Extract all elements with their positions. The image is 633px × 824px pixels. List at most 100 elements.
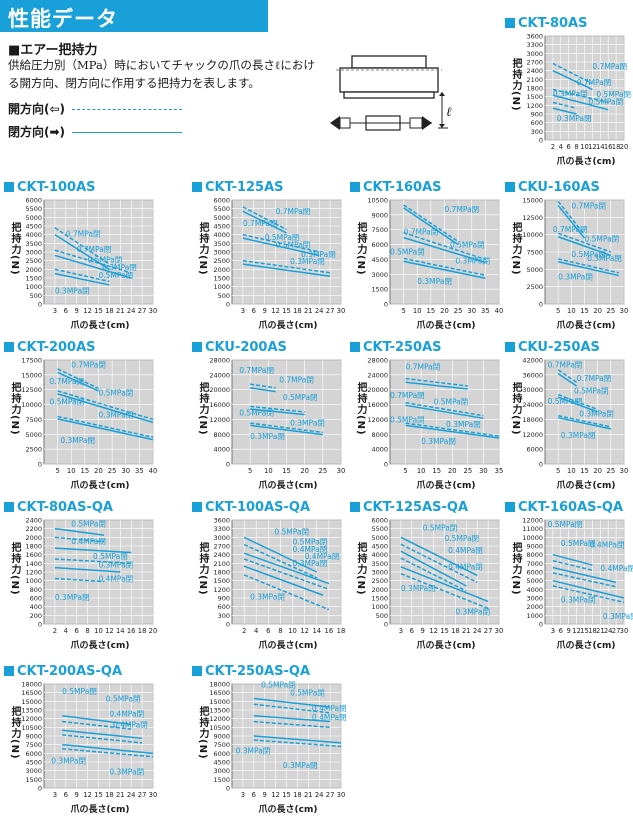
series-label: 0.3MPa閉 xyxy=(446,420,481,429)
x-tick-label: 15 xyxy=(580,467,589,475)
y-tick-label: 3000 xyxy=(526,595,543,603)
y-tick-label: 2100 xyxy=(526,76,543,84)
series-line-05mpa-dashed xyxy=(253,703,331,714)
series-line-03mpa-solid xyxy=(54,272,110,286)
x-axis-label: 爪の長さ(cm) xyxy=(556,641,616,651)
x-tick-label: 3 xyxy=(241,307,245,315)
y-tick-label: 0 xyxy=(38,301,42,309)
series-label: 0.7MPa閉 xyxy=(406,362,441,371)
series-line-07mpa-solid xyxy=(403,207,459,246)
chart-ckt-125as: CKT-125AS 把持力(N) 爪の長さ(cm) 0 500 1000 1500 2000 2… xyxy=(192,180,347,340)
x-axis-label: 爪の長さ(cm) xyxy=(416,321,476,331)
series-label: 0.3MPa閉 xyxy=(603,612,633,621)
x-tick-label: 15 xyxy=(427,307,436,315)
x-tick-label: 8 xyxy=(85,627,89,635)
x-tick-label: 27 xyxy=(326,791,335,799)
legend-close-solid-line xyxy=(72,132,182,133)
chart-ckt-200as-qa: CKT-200AS-QA 把持力(N) 爪の長さ(cm) 0 1500 3000 4500 6… xyxy=(4,664,159,824)
chart-title: CKU-250AS xyxy=(505,340,600,356)
series-label: 0.5MPa閉 xyxy=(71,520,106,529)
arrow-right-body xyxy=(409,117,423,129)
series-line-05mpa-solid xyxy=(552,553,593,566)
x-tick-label: 6 xyxy=(64,307,68,315)
series-label: 0.4MPa閉 xyxy=(305,552,340,561)
y-tick-label: 24000 xyxy=(209,371,230,379)
y-tick-label: 1500 xyxy=(371,595,388,603)
y-tick-label: 4500 xyxy=(213,759,230,767)
y-tick-label: 1800 xyxy=(213,569,230,577)
x-tick-label: 10 xyxy=(567,307,576,315)
chart-ckt-80as: CKT-80AS 把持力(N) 爪の長さ(cm) 0 300 600 900 1200 1500… xyxy=(505,16,631,176)
x-tick-label: 18 xyxy=(138,627,147,635)
y-tick-label: 1000 xyxy=(25,577,42,585)
y-tick-label: 1000 xyxy=(526,612,543,620)
series-line-05mpa-dashed xyxy=(557,393,598,411)
y-tick-label: 2000 xyxy=(25,266,42,274)
series-line-05mpa-dashed xyxy=(62,720,132,730)
y-tick-label: 900 xyxy=(531,111,543,119)
series-line-03mpa-solid xyxy=(557,260,619,277)
x-tick-label: 30 xyxy=(149,791,158,799)
y-tick-label: 0 xyxy=(384,621,388,629)
chart-plot: 0300600900120015001800210024002700300033… xyxy=(526,33,631,152)
series-line-05mpa-solid xyxy=(403,236,486,264)
series-label: 0.5MPa閉 xyxy=(588,97,623,106)
series-line-07mpa-solid xyxy=(57,371,99,392)
x-axis-label: 爪の長さ(cm) xyxy=(258,641,318,651)
y-tick-label: 3500 xyxy=(213,240,230,248)
x-tick-label: 4 xyxy=(254,627,258,635)
x-tick-label: 15 xyxy=(282,467,291,475)
y-axis-label: 把持力(N) xyxy=(510,222,521,276)
series-label: 0.4MPa閉 xyxy=(109,709,144,718)
y-tick-label: 300 xyxy=(218,612,230,620)
x-tick-label: 30 xyxy=(620,467,629,475)
x-tick-label: 3 xyxy=(551,627,555,635)
chart-ckt-100as-qa: CKT-100AS-QA 把持力(N) 爪の長さ(cm) 0 300 600 900 1200… xyxy=(192,500,347,660)
x-tick-label: 18 xyxy=(105,791,114,799)
y-tick-label: 400 xyxy=(30,603,42,611)
y-tick-label: 6000 xyxy=(213,750,230,758)
y-tick-label: 200 xyxy=(30,612,42,620)
x-tick-label: 12 xyxy=(300,627,309,635)
x-tick-label: 30 xyxy=(620,307,629,315)
x-tick-label: 20 xyxy=(440,307,449,315)
x-tick-label: 20 xyxy=(149,627,158,635)
y-tick-label: 0 xyxy=(226,621,230,629)
y-tick-label: 6000 xyxy=(25,197,42,205)
y-tick-label: 18000 xyxy=(522,416,543,424)
chart-plot: 0500100015002000250030003500400045005000… xyxy=(213,197,345,316)
x-tick-label: 12 xyxy=(83,791,92,799)
series-label: 0.5MPa閉 xyxy=(585,235,620,244)
dimension-symbol: ℓ xyxy=(446,105,452,120)
chart-ckt-250as-qa: CKT-250AS-QA 把持力(N) 爪の長さ(cm) 0 1500 3000 4500 6… xyxy=(192,664,347,824)
y-tick-label: 36000 xyxy=(522,371,543,379)
series-line-04mpa-dashed xyxy=(243,558,330,591)
series-label: 0.3MPa閉 xyxy=(561,595,596,604)
x-tick-label: 3 xyxy=(399,627,403,635)
y-tick-label: 3000 xyxy=(371,569,388,577)
y-axis-label: 把持力(N) xyxy=(9,706,20,760)
y-tick-label: 10500 xyxy=(209,724,230,732)
chart-plot: 0100020003000400050006000700080009000100… xyxy=(522,517,633,636)
y-tick-label: 0 xyxy=(539,137,543,145)
y-tick-label: 5500 xyxy=(25,205,42,213)
y-tick-label: 10000 xyxy=(522,534,543,542)
y-axis-label: 把持力(N) xyxy=(355,222,366,276)
series-line-05mpa-dashed xyxy=(57,390,154,421)
series-line-04mpa-solid xyxy=(54,547,132,554)
y-tick-label: 1500 xyxy=(25,275,42,283)
series-line-03mpa-dashed xyxy=(62,747,154,758)
series-label: 0.3MPa閉 xyxy=(553,90,588,99)
chart-ckt-200as: CKT-200AS 把持力(N) 爪の長さ(cm) 0 2500 5000 7500 1000… xyxy=(4,340,159,500)
series-label: 0.3MPa閉 xyxy=(283,761,318,770)
series-line-05mpa-dashed xyxy=(54,249,132,274)
legend-close-label: 閉方向(➡) xyxy=(8,125,66,139)
y-tick-label: 18000 xyxy=(209,681,230,689)
series-label: 0.3MPa閉 xyxy=(51,757,86,766)
y-tick-label: 0 xyxy=(539,301,543,309)
series-line-05mpa-solid xyxy=(250,408,305,416)
series-label: 0.5MPa閉 xyxy=(390,247,425,256)
y-tick-label: 500 xyxy=(218,292,230,300)
series-label: 0.4MPa閉 xyxy=(600,564,633,573)
series-line-05mpa-solid xyxy=(243,536,318,573)
